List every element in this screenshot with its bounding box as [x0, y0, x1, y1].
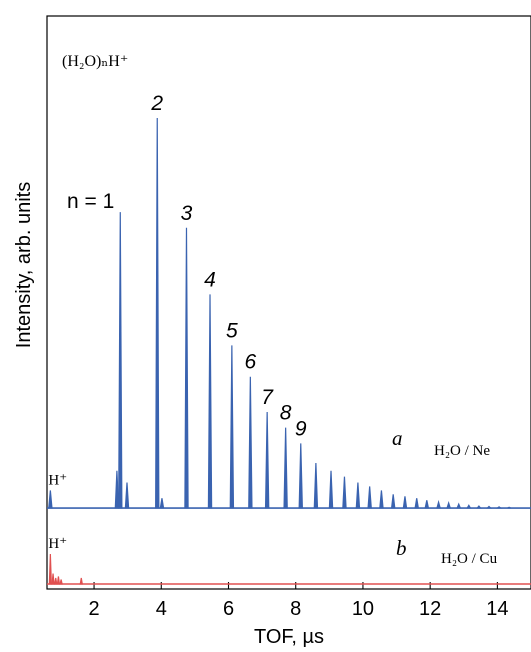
trace-a-peak: [456, 502, 462, 509]
trace-a-peak: [248, 376, 253, 509]
trace-a-peak: [507, 506, 512, 509]
trace-a-peak: [184, 227, 189, 509]
trace-b-peak: [59, 579, 63, 585]
x-tick-label: 8: [290, 598, 301, 620]
peak-label: 4: [204, 268, 216, 291]
trace-a-peak: [424, 500, 430, 509]
trace-b-peak: [51, 573, 55, 585]
panel-b-letter: b: [396, 536, 407, 560]
trace-b-peak: [56, 576, 61, 585]
x-ticks: 2 4 6 8 10 12 14: [88, 582, 509, 620]
peak-label: 8: [280, 402, 292, 425]
formula-label: (H₂O)ₙH⁺: [62, 53, 128, 70]
trace-a-peak: [390, 494, 396, 509]
peak-label: 3: [181, 202, 193, 225]
peak-label: 6: [245, 351, 257, 374]
panel-a-letter: a: [392, 426, 403, 450]
y-axis-label: Intensity, arb. units: [13, 182, 35, 348]
trace-a-peak: [446, 500, 452, 509]
trace-a-peak: [118, 212, 123, 509]
trace-a-peak: [264, 411, 270, 509]
peak-label: 7: [261, 386, 274, 409]
trace-a-peak: [379, 490, 384, 509]
trace-b-peak: [54, 577, 58, 585]
traces: [47, 117, 531, 585]
trace-b-peak: [48, 553, 52, 585]
trace-a-peak: [298, 443, 303, 509]
trace-a-peak: [159, 498, 165, 509]
trace-a-peak: [402, 496, 408, 509]
trace-a-peak: [342, 476, 347, 509]
trace-a-peak: [328, 470, 334, 509]
trace-a-peak: [436, 499, 441, 509]
peak-label: H⁺: [48, 536, 67, 552]
trace-a-peak: [48, 490, 53, 509]
x-tick-label: 12: [419, 598, 441, 620]
peak-label: 5: [226, 319, 238, 342]
trace-a-peak: [355, 482, 361, 509]
peak-label: H⁺: [48, 472, 67, 488]
plot-frame: [46, 15, 531, 590]
trace-a-peak: [283, 427, 288, 509]
trace-a-peak: [155, 117, 160, 509]
peak-label: n = 1: [67, 190, 114, 213]
x-tick-label: 4: [156, 598, 167, 620]
x-tick-label: 10: [352, 598, 374, 620]
trace-a-peak: [466, 504, 472, 509]
trace-a-peak: [485, 505, 493, 509]
peak-label: 9: [295, 417, 307, 440]
x-tick-label: 2: [88, 598, 99, 620]
trace-a-peak: [229, 345, 235, 509]
peak-label: 2: [150, 92, 163, 115]
trace-a-peak: [414, 498, 420, 509]
trace-a-peak: [476, 505, 482, 509]
trace-a-peak: [495, 506, 503, 509]
trace-b-peak: [79, 577, 83, 585]
x-tick-label: 6: [223, 598, 234, 620]
panel-b-system: H₂O / Cu: [441, 551, 498, 567]
trace-a-peak: [313, 462, 319, 509]
trace-a-peak: [124, 482, 130, 509]
trace-a-peak: [114, 470, 120, 509]
x-tick-label: 14: [486, 598, 508, 620]
panel-a-system: H₂O / Ne: [434, 443, 490, 459]
trace-a-peak: [207, 294, 213, 509]
x-axis-label: TOF, µs: [254, 626, 324, 648]
trace-a-peak: [367, 486, 372, 509]
